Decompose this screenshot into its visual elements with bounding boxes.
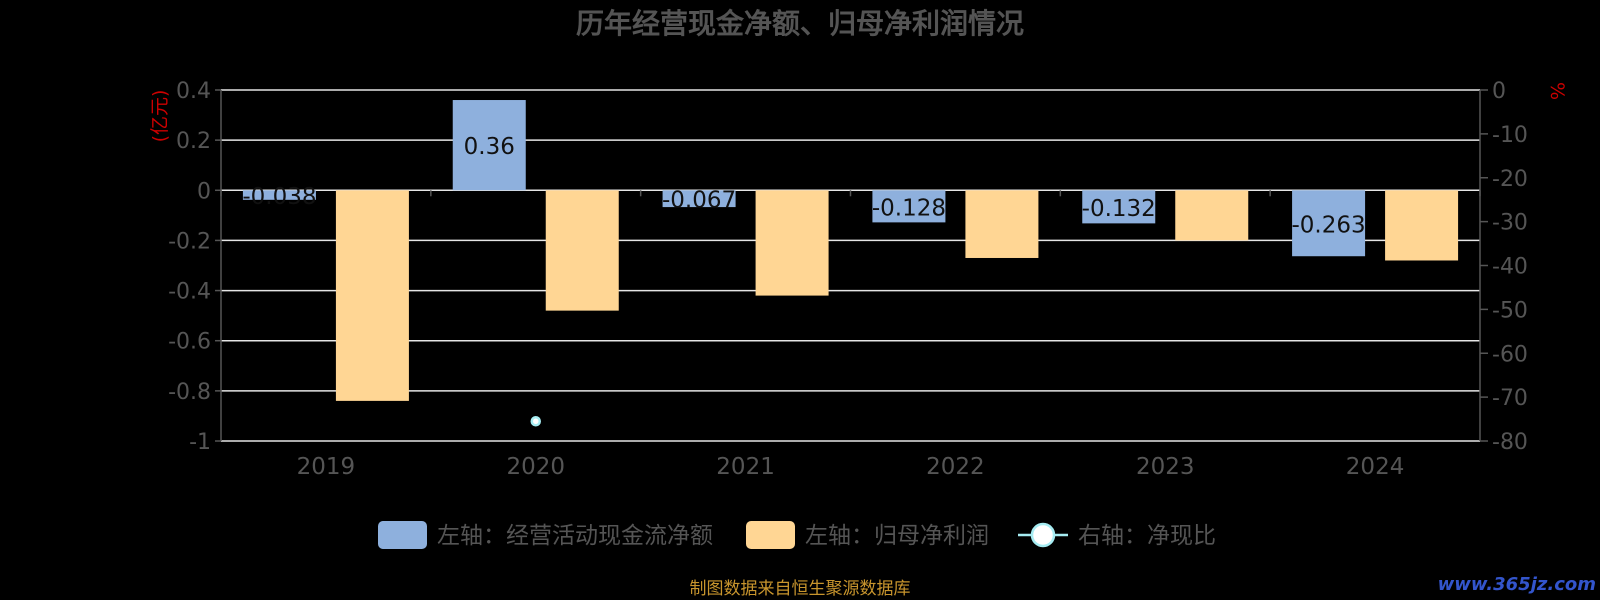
cash-flow-data-label: -0.038	[242, 184, 316, 210]
right-axis-unit: %	[1546, 82, 1568, 100]
left-axis-tick-label: -1	[189, 430, 211, 455]
net-profit-bar	[965, 190, 1039, 258]
right-axis-tick-label: 0	[1492, 79, 1506, 104]
chart-title: 历年经营现金净额、归母净利润情况	[576, 7, 1024, 40]
data-source-note: 制图数据来自恒生聚源数据库	[690, 579, 911, 599]
cash-flow-data-label: -0.263	[1292, 212, 1366, 238]
cash-flow-bar	[1082, 190, 1156, 224]
cash-flow-bar	[662, 190, 736, 208]
x-axis-tick-label: 2021	[716, 454, 775, 480]
legend-label-net-cash-ratio: 右轴：净现比	[1078, 523, 1216, 549]
legend-swatch-net-profit	[746, 521, 795, 549]
cash-flow-bar	[242, 190, 316, 200]
x-axis-tick-label: 2019	[297, 454, 356, 480]
cash-flow-data-label: -0.132	[1082, 196, 1156, 222]
net-cash-ratio-point	[530, 416, 541, 427]
net-profit-bar	[545, 190, 619, 311]
left-axis-unit: (亿元)	[149, 90, 171, 143]
x-axis-tick-label: 2022	[926, 454, 985, 480]
x-axis-tick-label: 2020	[506, 454, 565, 480]
right-axis-tick-label: -10	[1492, 123, 1528, 148]
right-axis-tick-label: -40	[1492, 255, 1528, 280]
right-axis-tick-label: -50	[1492, 298, 1528, 323]
net-profit-bar	[1175, 190, 1249, 241]
right-axis-tick-label: -20	[1492, 167, 1528, 192]
left-axis-tick-label: -0.6	[168, 330, 211, 355]
right-axis-tick-label: -30	[1492, 211, 1528, 236]
left-axis-tick-label: 0.4	[176, 79, 211, 104]
legend-label-cash-flow: 左轴：经营活动现金流净额	[437, 523, 713, 549]
legend-label-net-profit: 左轴：归母净利润	[805, 523, 989, 549]
right-axis-tick-label: -60	[1492, 342, 1528, 367]
watermark: www.365jz.com	[1438, 574, 1596, 595]
cash-flow-bar	[872, 190, 946, 223]
left-axis-tick-label: -0.4	[168, 280, 211, 305]
net-profit-bar	[755, 190, 829, 296]
cash-flow-data-label: -0.067	[662, 188, 736, 214]
net-profit-bar	[1385, 190, 1459, 261]
net-profit-bar	[335, 190, 409, 401]
legend-swatch-cash-flow	[378, 521, 427, 549]
left-axis-tick-label: -0.2	[168, 229, 211, 254]
legend-marker-net-cash-ratio	[1030, 522, 1056, 548]
cash-flow-data-label: 0.36	[464, 134, 515, 160]
right-axis-tick-label: -70	[1492, 386, 1528, 411]
cash-flow-bar	[452, 100, 526, 191]
right-axis-tick-label: -80	[1492, 430, 1528, 455]
cash-flow-data-label: -0.128	[872, 195, 946, 221]
cash-flow-bar	[1292, 190, 1366, 257]
left-axis-tick-label: 0	[197, 179, 211, 204]
left-axis-tick-label: 0.2	[176, 129, 211, 154]
left-axis-tick-label: -0.8	[168, 380, 211, 405]
x-axis-tick-label: 2024	[1346, 454, 1405, 480]
x-axis-tick-label: 2023	[1136, 454, 1195, 480]
